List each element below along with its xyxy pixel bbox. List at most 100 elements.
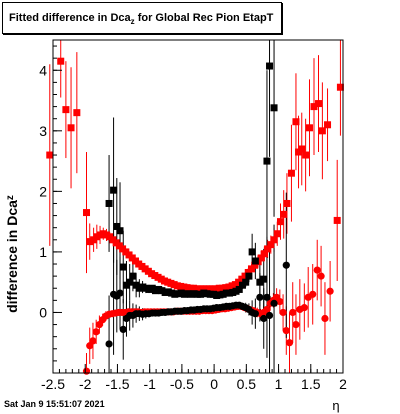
data-point-square [280, 210, 288, 218]
data-point-circle [279, 308, 287, 317]
data-point-circle [270, 299, 278, 307]
data-point-square [260, 250, 268, 258]
x-tick-label: -1.5 [105, 376, 129, 392]
data-point-circle [300, 304, 308, 312]
data-point-square [83, 209, 91, 217]
data-point-square [251, 261, 259, 269]
x-tick-label: -1 [143, 376, 156, 392]
data-point-square [310, 103, 318, 111]
data-point-circle [282, 261, 290, 269]
data-point-square [235, 285, 243, 293]
y-axis-label-sub: z [5, 195, 16, 200]
data-point-square [57, 57, 65, 65]
chart-title-box: Fitted difference in Dcaz for Global Rec… [2, 2, 282, 34]
data-point-circle [317, 272, 325, 280]
x-tick-label: 2 [339, 376, 347, 392]
data-point-circle [119, 325, 127, 334]
data-point-circle [116, 289, 124, 297]
data-point-square [256, 278, 264, 286]
y-axis-label: difference in Dcaz [4, 195, 20, 313]
data-point-square [270, 236, 278, 244]
data-point-square [276, 218, 284, 226]
data-point-square [302, 151, 310, 159]
data-point-circle [285, 339, 294, 347]
data-points-layer [46, 57, 344, 375]
data-point-square [248, 248, 256, 256]
data-point-square [292, 118, 300, 126]
data-point-square [318, 127, 326, 135]
data-point-square [298, 145, 306, 153]
data-point-circle [265, 311, 274, 320]
data-point-square [287, 169, 295, 177]
data-point-square [126, 278, 134, 286]
data-point-square [129, 272, 137, 280]
data-point-square [260, 275, 268, 283]
x-tick-label: -0.5 [170, 376, 194, 392]
data-point-square [315, 100, 323, 108]
data-point-square [305, 124, 313, 132]
data-point-square [245, 272, 253, 280]
data-point-square [73, 109, 81, 117]
data-point-square [264, 245, 272, 253]
data-point-circle [276, 297, 284, 306]
data-point-square [116, 227, 124, 235]
data-point-square [46, 151, 54, 159]
data-point-square [119, 263, 127, 271]
y-tick-label: 2 [39, 183, 47, 199]
y-tick-label: 1 [39, 244, 47, 260]
data-point-square [247, 265, 255, 273]
data-point-square [333, 216, 341, 224]
data-point-square [86, 238, 94, 246]
data-point-circle [260, 314, 268, 323]
data-point-square [62, 106, 70, 114]
x-tick-label: -2 [79, 376, 92, 392]
data-point-circle [289, 308, 297, 317]
data-point-square [266, 62, 274, 70]
y-tick-label: 4 [39, 62, 47, 78]
data-point-circle [292, 320, 300, 329]
data-point-circle [256, 293, 264, 301]
data-point-square [110, 186, 118, 194]
data-point-circle [105, 340, 113, 348]
data-point-circle [282, 327, 290, 335]
data-point-square [270, 104, 278, 112]
data-point-square [336, 83, 344, 91]
data-point-square [257, 254, 265, 262]
data-point-square [67, 124, 75, 132]
data-point-square [273, 230, 281, 238]
plot-frame [52, 39, 344, 374]
data-point-square [241, 272, 249, 280]
data-point-square [105, 199, 113, 207]
data-point-square [283, 199, 291, 207]
chart-title-suffix: for Global Rec Pion EtapT [134, 12, 274, 24]
x-tick-label: 0 [210, 376, 218, 392]
data-point-square [251, 257, 259, 265]
data-point-circle [92, 328, 100, 336]
chart-title-subscript: z [130, 17, 135, 26]
data-point-circle [321, 314, 329, 323]
data-point-circle [326, 287, 334, 295]
x-tick-label: 1 [275, 376, 283, 392]
x-axis-label: η [332, 398, 339, 413]
data-point-square [244, 268, 252, 276]
y-tick-label: 3 [39, 123, 47, 139]
data-point-circle [263, 293, 271, 301]
data-point-square [324, 121, 332, 129]
data-point-square [263, 157, 271, 165]
data-point-square [242, 278, 250, 286]
data-point-circle [309, 290, 317, 298]
timestamp-footer: Sat Jan 9 15:51:07 2021 [4, 399, 105, 409]
chart-title-prefix: Fitted difference in Dca [9, 12, 131, 24]
data-point-square [113, 222, 121, 230]
y-tick-label: 0 [39, 304, 47, 320]
data-point-circle [251, 310, 259, 318]
data-point-square [267, 241, 275, 249]
axes-layer: -2.5 -2 -1.5 -1 -0.5 0 0.5 1 1.5 2 0 1 2 3 4 [39, 45, 347, 392]
chart-title: Fitted difference in Dcaz for Global Rec… [9, 12, 274, 26]
data-point-circle [313, 266, 321, 274]
data-point-circle [263, 305, 271, 314]
x-tick-label: -2.5 [41, 376, 65, 392]
y-axis-label-main: difference in Dca [4, 200, 20, 313]
data-point-circle [89, 337, 97, 345]
